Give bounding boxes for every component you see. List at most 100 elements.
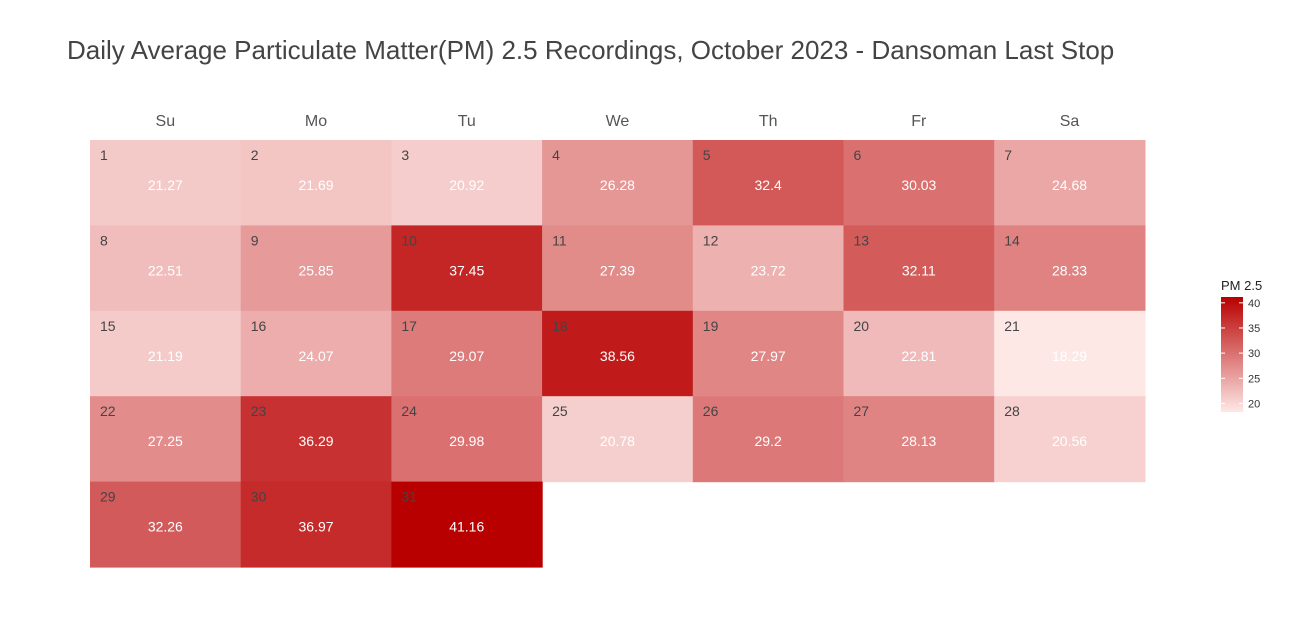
day-number: 2 bbox=[251, 147, 259, 163]
cell-value-label: 27.97 bbox=[751, 348, 786, 364]
legend-tick-label: 30 bbox=[1248, 348, 1260, 360]
day-number: 21 bbox=[1004, 318, 1020, 334]
cell-value-label: 20.56 bbox=[1052, 433, 1087, 449]
cell-tile bbox=[542, 225, 694, 312]
day-number: 12 bbox=[703, 232, 719, 248]
calendar-cell: 17 29.07 bbox=[391, 310, 543, 397]
day-number: 13 bbox=[854, 232, 870, 248]
calendar-cell: 21 18.29 bbox=[994, 310, 1146, 397]
calendar-cell: 426.28 bbox=[542, 140, 694, 226]
cell-value-label: 25.85 bbox=[299, 262, 334, 278]
cell-tile bbox=[391, 140, 543, 226]
calendar-cell: 25 20.78 bbox=[542, 396, 694, 483]
day-number: 16 bbox=[251, 318, 267, 334]
calendar-cell: 925.85 bbox=[240, 225, 392, 312]
calendar-cell: 724.68 bbox=[994, 140, 1146, 226]
day-number: 3 bbox=[401, 147, 409, 163]
cell-value-label: 29.07 bbox=[449, 348, 484, 364]
cell-value-label: 32.26 bbox=[148, 519, 183, 535]
day-number: 14 bbox=[1004, 232, 1020, 248]
legend-color-bar bbox=[1221, 297, 1243, 412]
calendar-cell: 30 36.97 bbox=[240, 481, 392, 568]
cell-tile bbox=[90, 225, 242, 312]
calendar-cell: 16 24.07 bbox=[240, 310, 392, 397]
calendar-cell: 221.69 bbox=[240, 140, 392, 226]
cell-value-label: 37.45 bbox=[449, 262, 484, 278]
cell-tile bbox=[90, 310, 242, 397]
cell-value-label: 28.13 bbox=[901, 433, 936, 449]
cell-tile bbox=[843, 310, 995, 397]
calendar-cell: 22 27.25 bbox=[90, 396, 242, 483]
weekday-label-we: We bbox=[606, 113, 630, 130]
cell-value-label: 27.39 bbox=[600, 262, 635, 278]
calendar-cell: 28 20.56 bbox=[994, 396, 1146, 483]
cell-tile bbox=[90, 396, 242, 483]
color-legend: PM 2.5 20 25 30 35 40 bbox=[1221, 278, 1262, 412]
weekday-label-th: Th bbox=[759, 113, 778, 130]
day-number: 25 bbox=[552, 403, 568, 419]
day-number: 18 bbox=[552, 318, 568, 334]
cell-tile bbox=[240, 310, 392, 397]
weekday-label-su: Su bbox=[156, 113, 176, 130]
legend-tick-label: 25 bbox=[1248, 373, 1260, 385]
calendar-cell: 15 21.19 bbox=[90, 310, 242, 397]
day-number: 11 bbox=[552, 232, 567, 248]
cell-value-label: 21.19 bbox=[148, 348, 183, 364]
calendar-cell: 10 37.45 bbox=[391, 225, 543, 312]
cell-value-label: 36.29 bbox=[299, 433, 334, 449]
cell-value-label: 21.69 bbox=[299, 177, 334, 193]
calendar-cell: 822.51 bbox=[90, 225, 242, 312]
cell-tile bbox=[994, 396, 1146, 483]
day-number: 23 bbox=[251, 403, 267, 419]
cell-tile bbox=[692, 140, 845, 226]
weekday-label-tu: Tu bbox=[458, 113, 476, 130]
day-number: 4 bbox=[552, 147, 560, 163]
legend-tick-label: 35 bbox=[1248, 323, 1260, 335]
calendar-cell: 12 23.72 bbox=[692, 225, 845, 312]
weekday-label-fr: Fr bbox=[911, 113, 927, 130]
day-number: 8 bbox=[100, 232, 108, 248]
cell-value-label: 29.2 bbox=[755, 433, 782, 449]
cell-tile bbox=[391, 310, 543, 397]
weekday-label-mo: Mo bbox=[305, 113, 327, 130]
calendar-cell: 31 41.16 bbox=[391, 481, 543, 568]
day-number: 9 bbox=[251, 232, 259, 248]
cell-tile bbox=[542, 396, 694, 483]
cell-value-label: 38.56 bbox=[600, 348, 635, 364]
cell-tile bbox=[542, 310, 694, 397]
cell-value-label: 26.28 bbox=[600, 177, 635, 193]
calendar-cell: 11 27.39 bbox=[542, 225, 694, 312]
calendar-cell: 13 32.11 bbox=[843, 225, 995, 312]
cell-tile bbox=[240, 396, 392, 483]
cell-value-label: 18.29 bbox=[1052, 348, 1087, 364]
calendar-cell: 20 22.81 bbox=[843, 310, 995, 397]
cell-value-label: 24.07 bbox=[299, 348, 334, 364]
cell-value-label: 22.51 bbox=[148, 262, 183, 278]
cell-value-label: 29.98 bbox=[449, 433, 484, 449]
legend-title: PM 2.5 bbox=[1221, 278, 1262, 293]
legend-tick-label: 20 bbox=[1248, 398, 1260, 410]
day-number: 7 bbox=[1004, 147, 1012, 163]
cell-tile bbox=[692, 225, 845, 312]
day-number: 29 bbox=[100, 489, 116, 505]
cell-value-label: 36.97 bbox=[299, 519, 334, 535]
day-number: 26 bbox=[703, 403, 719, 419]
day-number: 24 bbox=[401, 403, 417, 419]
cell-tile bbox=[692, 396, 845, 483]
day-number: 31 bbox=[401, 489, 417, 505]
cell-value-label: 24.68 bbox=[1052, 177, 1087, 193]
chart-title: Daily Average Particulate Matter(PM) 2.5… bbox=[67, 35, 1114, 65]
cell-value-label: 28.33 bbox=[1052, 262, 1087, 278]
day-number: 6 bbox=[854, 147, 862, 163]
cell-tile bbox=[240, 481, 392, 568]
day-number: 27 bbox=[854, 403, 870, 419]
calendar-cell: 19 27.97 bbox=[692, 310, 845, 397]
cell-tile bbox=[391, 481, 543, 568]
cell-tile bbox=[391, 225, 543, 312]
day-number: 1 bbox=[100, 147, 108, 163]
cell-value-label: 32.11 bbox=[902, 262, 936, 278]
cell-value-label: 30.03 bbox=[901, 177, 936, 193]
cell-tile bbox=[994, 310, 1146, 397]
cell-tile bbox=[542, 140, 694, 226]
